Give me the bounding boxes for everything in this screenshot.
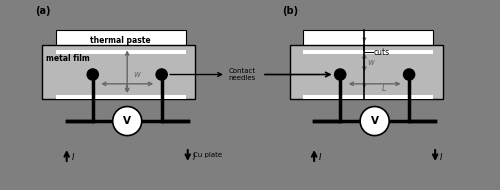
Text: (a): (a) (35, 6, 50, 16)
Text: (b): (b) (282, 6, 298, 16)
Text: w: w (133, 70, 140, 79)
Circle shape (156, 69, 168, 80)
Text: L: L (382, 84, 386, 93)
Text: w: w (367, 58, 374, 67)
Circle shape (404, 69, 414, 80)
Bar (42, 45, 195, 99)
Text: thermal paste: thermal paste (90, 36, 151, 45)
Text: I: I (440, 153, 442, 162)
Text: Cu plate: Cu plate (194, 152, 222, 158)
Text: L: L (125, 84, 130, 93)
Bar (303, 50, 434, 54)
Circle shape (334, 69, 346, 80)
Text: I: I (319, 153, 322, 162)
Text: I: I (192, 153, 195, 162)
Text: V: V (123, 116, 131, 126)
Circle shape (87, 69, 99, 80)
Bar (303, 95, 434, 99)
Text: V: V (370, 116, 378, 126)
Text: metal film: metal film (46, 54, 90, 63)
Bar (290, 45, 442, 99)
Bar (56, 30, 186, 50)
Bar (56, 95, 186, 99)
Circle shape (360, 107, 389, 136)
Text: I: I (72, 153, 74, 162)
Bar (56, 50, 186, 54)
Text: cuts: cuts (374, 48, 390, 57)
Circle shape (112, 107, 142, 136)
Bar (303, 30, 434, 50)
Text: Contact
needles: Contact needles (170, 68, 256, 81)
